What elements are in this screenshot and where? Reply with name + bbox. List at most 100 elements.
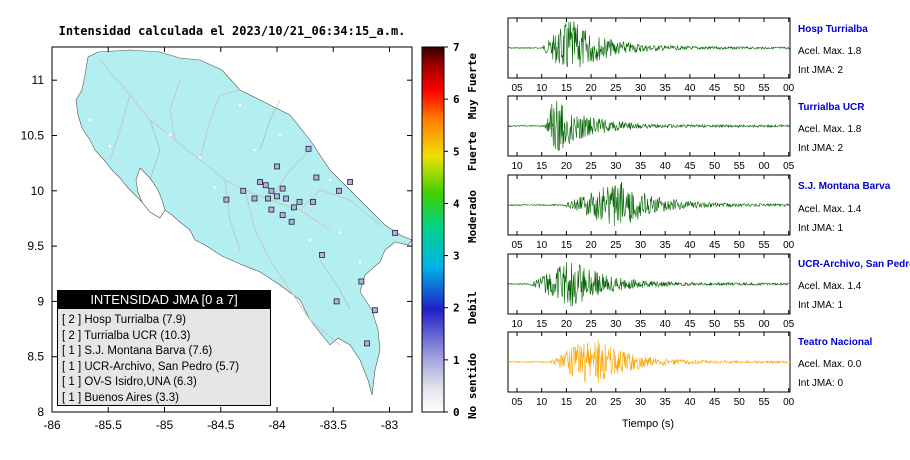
trace-accel: Acel. Max. 1.8 [798, 46, 862, 57]
stations [68, 103, 399, 347]
station-marker [296, 198, 303, 205]
map-ytick-label: 9 [37, 294, 44, 308]
waveform-line [507, 181, 791, 227]
colorbar-intensity-label: Muy Fuerte [466, 53, 479, 120]
time-tick-label: 00 [758, 319, 770, 330]
time-tick-label: 05 [783, 319, 795, 330]
time-tick-label: 10 [536, 397, 548, 408]
site-dot [253, 148, 257, 152]
site-dot [88, 118, 92, 122]
time-tick-label: 25 [610, 397, 622, 408]
site-dot [213, 186, 217, 189]
colorbar-tick-label: 3 [453, 250, 460, 263]
colorbar-tick-label: 1 [453, 354, 460, 367]
site-dot [238, 103, 242, 107]
legend-row: [ 2 ] Turrialba UCR (10.3) [62, 329, 191, 342]
costa-rica-land [75, 49, 413, 396]
site-dot [148, 197, 152, 201]
time-tick-label: 35 [635, 161, 647, 172]
time-tick-label: 35 [660, 83, 672, 94]
seismogram-panel: 05 10 15 20 25 30 35 40 45 50 55 00 [507, 174, 795, 251]
colorbar-intensity-label: Moderado [466, 190, 479, 243]
time-tick-label: 55 [734, 319, 746, 330]
time-tick-label: 15 [561, 240, 573, 251]
time-tick-label: 15 [536, 319, 548, 330]
colorbar-tick-label: 0 [453, 406, 460, 419]
roads [99, 59, 381, 346]
trace-jma: Int JMA: 1 [798, 223, 844, 234]
station-marker [335, 187, 342, 194]
station-marker [240, 187, 247, 194]
time-tick-label: 40 [684, 83, 696, 94]
map-xtick-label: -85 [156, 418, 174, 432]
colorbar: 0 1 2 3 4 5 6 7 No sentido Debil Moderado Fuerte Mu… [421, 41, 479, 419]
time-tick-label: 25 [610, 240, 622, 251]
time-tick-label: 10 [536, 83, 548, 94]
time-tick-label: 15 [536, 161, 548, 172]
time-tick-label: 30 [635, 240, 647, 251]
trace-jma: Int JMA: 1 [798, 300, 844, 311]
time-tick-label: 20 [561, 319, 573, 330]
time-tick-label: 10 [511, 161, 523, 172]
map-xtick-label: -84.5 [207, 418, 235, 432]
site-dot [338, 231, 342, 234]
colorbar-tick-label: 7 [453, 41, 460, 54]
time-axis-label: Tiempo (s) [622, 418, 674, 430]
site-dot [68, 171, 72, 174]
legend-row: [ 1 ] S.J. Montana Barva (7.6) [62, 345, 213, 357]
time-tick-label: 25 [610, 83, 622, 94]
gulf-nicoya [135, 167, 166, 219]
time-tick-label: 40 [660, 319, 672, 330]
time-tick-label: 00 [783, 240, 795, 251]
station-marker [313, 174, 320, 181]
time-tick-label: 55 [758, 397, 770, 408]
map-ytick-label: 8.5 [27, 350, 44, 364]
site-dot [358, 261, 362, 264]
station-marker [274, 163, 280, 170]
station-marker [305, 145, 312, 152]
waveform-line [507, 339, 791, 383]
trace-station-name: Teatro Nacional [798, 337, 873, 348]
colorbar-tick-label: 6 [453, 93, 460, 106]
time-tick-label: 20 [561, 161, 573, 172]
time-tick-label: 50 [709, 319, 721, 330]
colorbar-ticks: 0 1 2 3 4 5 6 7 [444, 41, 460, 419]
colorbar-tick-label: 4 [453, 197, 460, 210]
site-dot [328, 178, 332, 182]
time-tick-label: 35 [635, 319, 647, 330]
time-tick-label: 05 [511, 397, 523, 408]
station-marker [358, 278, 365, 285]
time-tick-label: 25 [586, 319, 598, 330]
time-tick-label: 35 [660, 397, 672, 408]
map-xtick-label: -83.5 [320, 418, 348, 432]
map-ytick-label: 11 [32, 73, 45, 87]
map-title: Intensidad calculada el 2023/10/21_06:34… [59, 24, 406, 39]
time-tick-label: 05 [511, 240, 523, 251]
time-tick-label: 55 [734, 161, 746, 172]
map-xtick-label: -86 [43, 418, 61, 432]
legend-row: [ 2 ] Hosp Turrialba (7.9) [62, 314, 186, 326]
map-xtick-label: -83 [381, 418, 399, 432]
station-marker [319, 252, 325, 258]
station-marker [347, 179, 354, 185]
time-tick-label: 50 [734, 83, 746, 94]
time-tick-label: 30 [635, 83, 647, 94]
colorbar-intensity-label: Fuerte [466, 131, 479, 171]
legend-header: INTENSIDAD JMA [0 a 7] [58, 291, 270, 309]
map-xtick-label: -84 [268, 418, 286, 432]
time-tick-label: 00 [783, 397, 795, 408]
time-tick-label: 10 [536, 240, 548, 251]
time-tick-label: 20 [586, 240, 598, 251]
trace-station-name: Turrialba UCR [798, 102, 865, 113]
station-marker [333, 298, 340, 305]
rivers [149, 99, 351, 311]
site-dot [108, 144, 112, 148]
map-axes: -86 -85.5 -85 -84.5 -84 -83.5 -83 11 10.5 10 9.5 9 8… [21, 47, 412, 432]
time-tick-label: 50 [709, 161, 721, 172]
waveform-line [507, 262, 791, 307]
time-tick-label: 40 [660, 161, 672, 172]
trace-jma: Int JMA: 0 [798, 378, 844, 389]
time-tick-label: 00 [783, 83, 795, 94]
station-marker [371, 307, 378, 314]
colorbar-gradient [421, 46, 445, 413]
